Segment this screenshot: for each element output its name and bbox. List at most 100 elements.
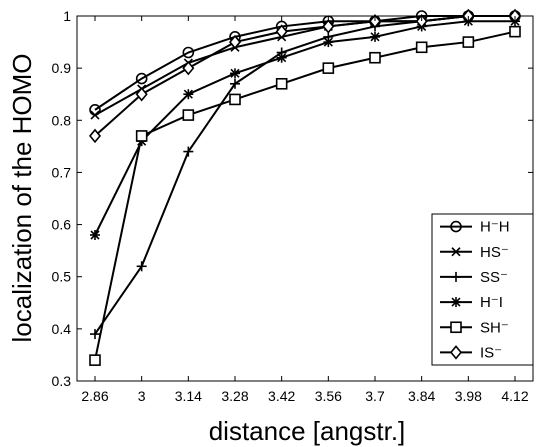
data-point xyxy=(90,110,100,120)
x-tick-label: 3.28 xyxy=(221,388,248,404)
marker-shape xyxy=(89,354,101,366)
legend-marker xyxy=(451,247,461,257)
marker-shape xyxy=(322,19,335,34)
data-point xyxy=(462,36,475,48)
marker-shape xyxy=(228,34,242,50)
x-axis-title: distance [angstr.] xyxy=(209,416,406,446)
marker-shape xyxy=(90,230,100,240)
series-line xyxy=(94,30,516,361)
marker-shape xyxy=(462,36,475,48)
data-point xyxy=(228,34,242,50)
x-tick-label: 3.56 xyxy=(315,388,342,404)
marker-shape xyxy=(449,345,463,360)
legend-marker xyxy=(450,321,462,334)
x-tick-label: 3.7 xyxy=(365,388,385,404)
data-point xyxy=(135,130,148,142)
marker-shape xyxy=(450,321,462,334)
data-point xyxy=(182,109,195,121)
x-tick-label: 3.42 xyxy=(268,388,295,404)
marker-shape xyxy=(90,110,100,120)
marker-shape xyxy=(183,89,193,99)
x-tick-label: 4.12 xyxy=(501,388,528,404)
data-point xyxy=(135,86,148,102)
legend-box xyxy=(431,213,534,366)
y-tick-label: 0.5 xyxy=(52,269,72,285)
marker-shape xyxy=(88,128,102,144)
legend: H⁻H HS⁻ SS⁻ H⁻I SH⁻ IS⁻ xyxy=(431,213,534,366)
marker-shape xyxy=(277,53,287,63)
y-tick-label: 0.6 xyxy=(52,217,72,233)
data-point xyxy=(230,78,240,89)
marker-shape xyxy=(368,13,382,29)
data-point xyxy=(136,261,147,272)
marker-shape xyxy=(135,86,148,102)
data-point xyxy=(368,13,382,29)
y-tick-label: 0.7 xyxy=(52,164,72,180)
marker-shape xyxy=(182,109,195,121)
x-tick-label: 3 xyxy=(138,388,146,404)
marker-shape xyxy=(450,220,462,233)
marker-shape xyxy=(230,68,240,78)
legend-item: H⁻I xyxy=(440,294,503,311)
data-point xyxy=(89,354,101,366)
legend-label: H⁻I xyxy=(480,294,503,311)
data-point xyxy=(276,52,287,63)
legend-item: IS⁻ xyxy=(440,344,502,361)
marker-shape xyxy=(369,51,381,64)
marker-shape xyxy=(451,247,461,257)
marker-shape xyxy=(415,13,428,29)
data-point xyxy=(369,51,381,64)
legend-label: SS⁻ xyxy=(480,269,508,286)
data-point xyxy=(182,46,195,59)
marker-shape xyxy=(323,37,333,47)
data-point xyxy=(182,60,195,76)
marker-shape xyxy=(182,60,195,76)
x-tick-label: 3.98 xyxy=(455,388,482,404)
y-tick-label: 0.8 xyxy=(52,112,72,128)
y-tick-label: 0.9 xyxy=(52,60,72,76)
marker-shape xyxy=(275,24,288,39)
data-point xyxy=(275,77,288,90)
legend-marker xyxy=(450,220,462,233)
data-point xyxy=(370,31,380,42)
marker-shape xyxy=(451,297,461,307)
data-point xyxy=(275,24,288,39)
data-point xyxy=(90,230,100,240)
data-point xyxy=(230,68,240,79)
legend-label: H⁻H xyxy=(480,219,510,236)
y-tick-label: 1 xyxy=(63,8,71,24)
marker-shape xyxy=(370,32,380,42)
data-point xyxy=(229,93,241,106)
series-line xyxy=(94,15,515,111)
data-point xyxy=(415,41,428,54)
y-tick-label: 0.3 xyxy=(52,373,72,389)
marker-shape xyxy=(182,46,195,59)
data-point xyxy=(183,146,194,157)
marker-shape xyxy=(135,130,148,142)
marker-shape xyxy=(275,77,288,90)
legend-item: H⁻H xyxy=(440,219,510,236)
series-6 xyxy=(88,8,522,144)
marker-shape xyxy=(415,41,428,54)
marker-shape xyxy=(135,72,148,85)
series-line xyxy=(94,15,515,137)
marker-shape xyxy=(229,93,241,106)
x-tick-label: 3.84 xyxy=(408,388,435,404)
data-point xyxy=(322,19,335,34)
legend-marker xyxy=(451,297,461,308)
data-point xyxy=(509,25,521,38)
x-tick-label: 3.14 xyxy=(175,388,202,404)
y-tick-label: 0.4 xyxy=(52,321,72,337)
data-point xyxy=(323,37,334,48)
data-point xyxy=(322,62,335,74)
series-5 xyxy=(89,25,521,366)
legend-item: HS⁻ xyxy=(440,244,509,261)
data-point xyxy=(90,329,100,340)
data-point xyxy=(183,89,194,100)
legend-marker xyxy=(449,345,463,360)
marker-shape xyxy=(509,25,521,38)
legend-marker xyxy=(451,271,461,282)
legend-item: SS⁻ xyxy=(440,269,508,286)
legend-label: SH⁻ xyxy=(480,319,509,336)
x-tick-label: 2.86 xyxy=(81,388,108,404)
